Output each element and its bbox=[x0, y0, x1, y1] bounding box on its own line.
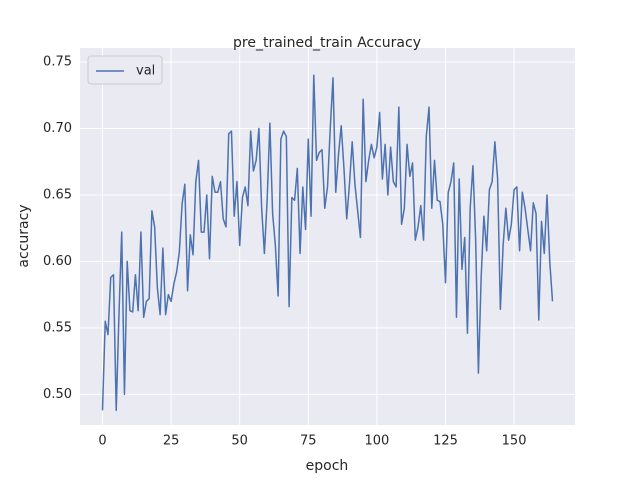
x-tick-label: 50 bbox=[231, 434, 248, 449]
x-axis-label: epoch bbox=[306, 458, 349, 474]
y-axis-label: accuracy bbox=[16, 204, 32, 267]
x-tick-label: 100 bbox=[364, 434, 389, 449]
legend-box bbox=[87, 55, 163, 85]
x-tick-label: 150 bbox=[502, 434, 527, 449]
y-tick-label: 0.75 bbox=[43, 54, 72, 69]
x-tick-label: 75 bbox=[300, 434, 317, 449]
y-tick-label: 0.60 bbox=[43, 254, 72, 269]
x-tick-label: 0 bbox=[98, 434, 106, 449]
x-tick-label: 125 bbox=[433, 434, 458, 449]
y-tick-label: 0.50 bbox=[43, 387, 72, 402]
y-tick-label: 0.65 bbox=[43, 187, 72, 202]
legend-label: val bbox=[136, 64, 155, 79]
y-tick-label: 0.70 bbox=[43, 121, 72, 136]
y-tick-label: 0.55 bbox=[43, 320, 72, 335]
chart-title: pre_trained_train Accuracy bbox=[233, 35, 421, 51]
plot-area bbox=[80, 48, 575, 425]
line bbox=[101, 74, 554, 412]
x-tick-label: 25 bbox=[163, 434, 180, 449]
